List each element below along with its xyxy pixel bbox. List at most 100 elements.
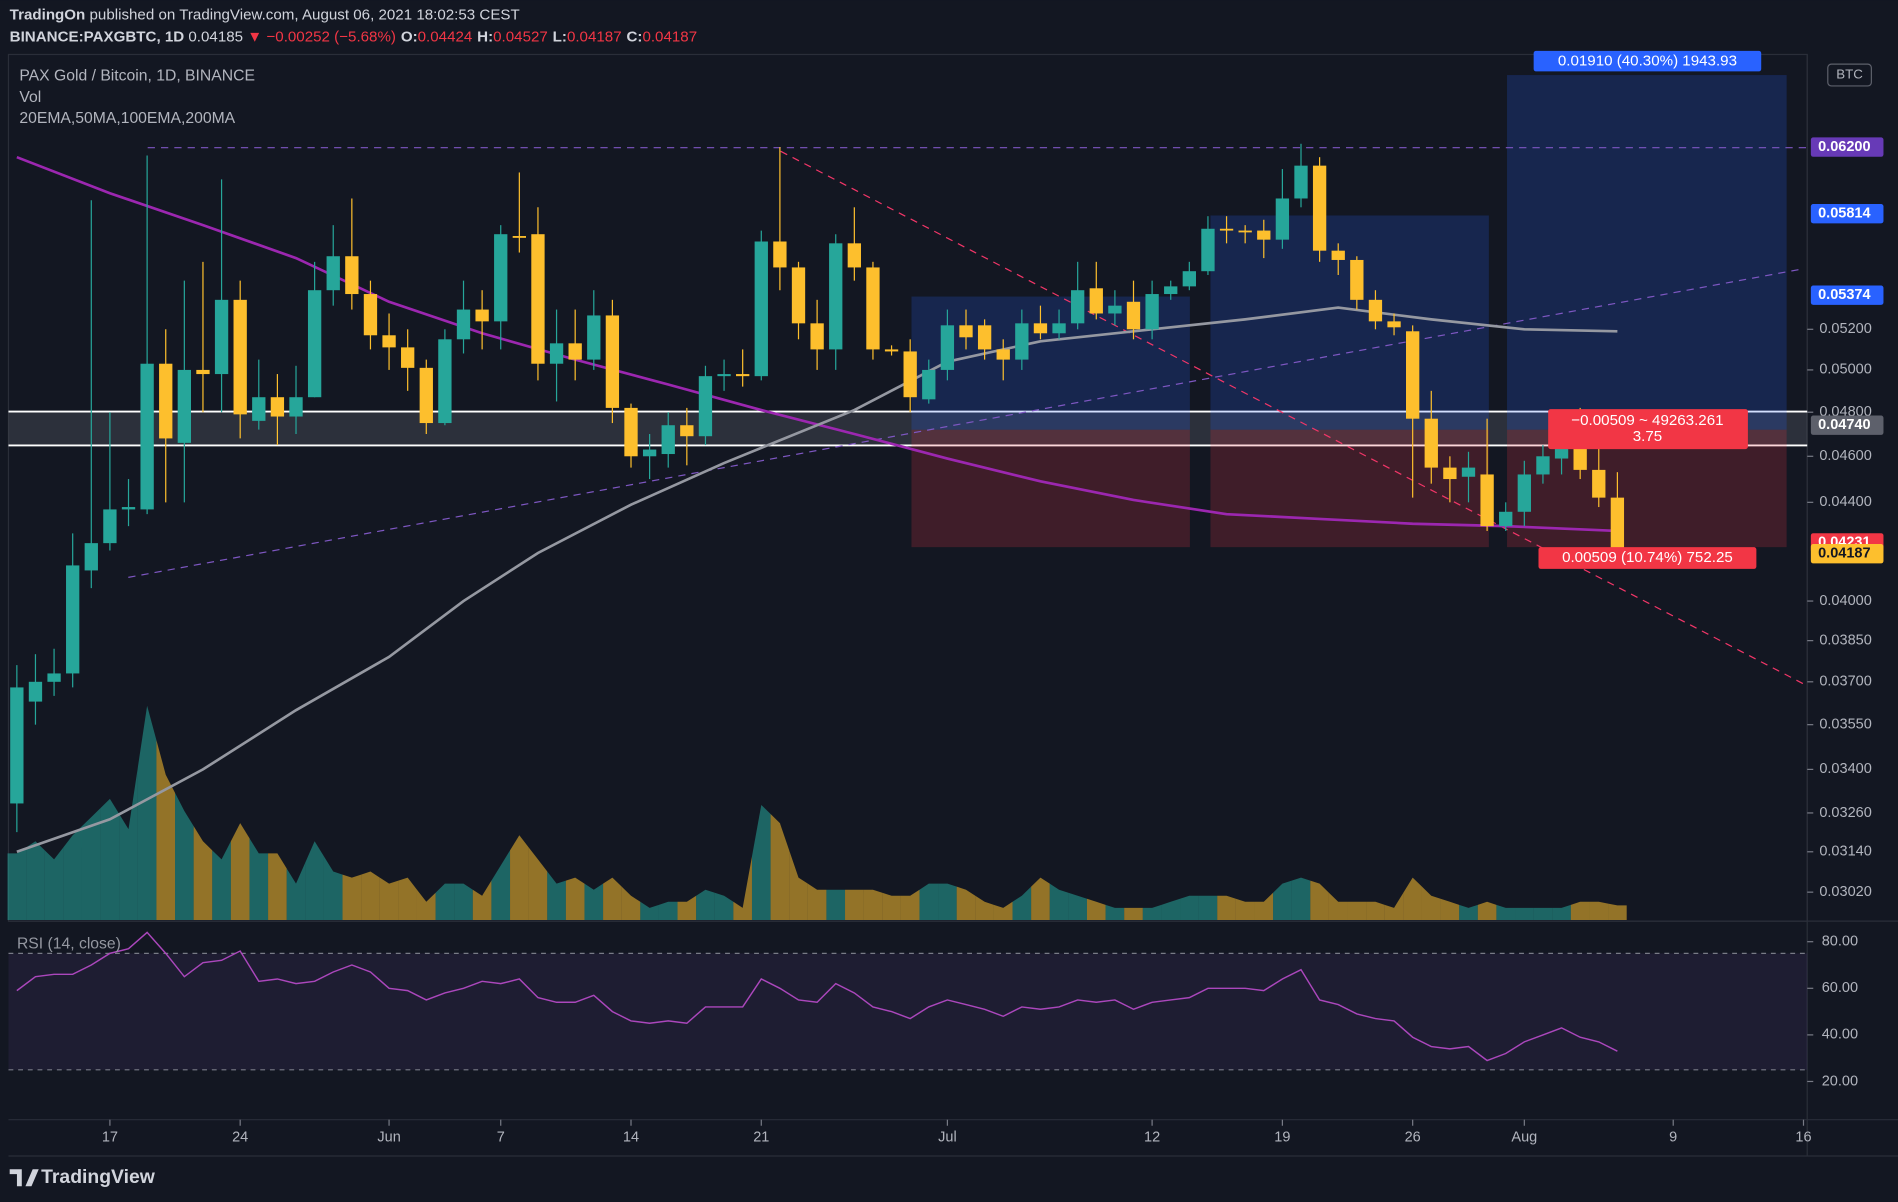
long-position-profit (1507, 75, 1787, 430)
candle-body (1015, 323, 1029, 360)
annotations: 0.01910 (40.30%) 1943.93 −0.00509 ~ 4926… (1533, 50, 1762, 569)
x-tick-label: Aug (1511, 1130, 1537, 1146)
candle-body (382, 335, 396, 348)
x-tick-label: 7 (497, 1130, 505, 1146)
candle-body (642, 449, 657, 457)
annotation: 0.00509 (10.74%) 752.25 (1562, 549, 1733, 566)
candle-body (680, 425, 694, 437)
ohlc-value: 0.04187 (642, 29, 697, 46)
volume-area (7, 847, 27, 920)
candle-body (270, 397, 285, 417)
y-tick-label: 0.03020 (1819, 884, 1871, 900)
volume-area (565, 877, 585, 920)
volume-area (677, 895, 697, 920)
volume-area (1105, 904, 1125, 920)
change: ▼ −0.00252 (−5.68%) (247, 29, 396, 46)
volume-area (1347, 901, 1367, 920)
y-tick-label: 0.05200 (1819, 321, 1871, 337)
x-tick-label: 14 (623, 1130, 639, 1146)
candle-body (1238, 230, 1252, 233)
candle-body (419, 367, 433, 424)
candle-body (47, 673, 61, 682)
trend-line (128, 268, 1804, 578)
volume-area (416, 889, 436, 920)
candle-body (1350, 259, 1364, 300)
volume-area (1086, 898, 1106, 920)
volume-area (268, 853, 287, 920)
volume-area (584, 883, 604, 920)
candle-body (568, 343, 582, 360)
long-position-loss (911, 429, 1190, 548)
legend-vol: Vol (19, 89, 41, 106)
volume-area (1161, 898, 1181, 920)
price-tag (1810, 285, 1884, 305)
candle-body (289, 397, 303, 417)
annotation: −0.00509 ~ 49263.261 (1571, 412, 1723, 429)
volume-area (1421, 886, 1441, 920)
candle-body (326, 256, 340, 291)
x-tick-label: 26 (1405, 1130, 1421, 1146)
volume-area (1459, 904, 1478, 920)
candle-body (977, 325, 992, 350)
rsi-band (8, 953, 1808, 1070)
candle-body (549, 343, 564, 364)
candle-body (829, 243, 843, 350)
candle-body (959, 325, 973, 338)
price-tag-label: 0.04187 (1818, 546, 1870, 562)
volume-area (491, 850, 511, 920)
label-box (1548, 409, 1748, 450)
volume-area (435, 883, 455, 920)
candle-body (1257, 230, 1271, 240)
price-tag-label: 0.05374 (1818, 287, 1870, 303)
annotation: 0.01910 (40.30%) 1943.93 (1558, 53, 1737, 70)
volume-area (1142, 904, 1162, 920)
volume-area (1570, 901, 1590, 920)
candle-body (1443, 467, 1457, 480)
ohlc-key: L: (553, 29, 567, 46)
volume-area (156, 740, 176, 920)
quote-line: BINANCE:PAXGBTC, 1D 0.04185 ▼ −0.00252 (… (10, 29, 697, 46)
y-tick-label: 0.03260 (1819, 805, 1871, 821)
volume-area (1552, 904, 1571, 920)
candle-body (847, 243, 861, 268)
volume-area (938, 883, 957, 920)
candle-body (345, 256, 359, 295)
candle-body (884, 349, 899, 352)
candle-body (1406, 331, 1420, 419)
candle-body (233, 299, 247, 415)
volume-area (1012, 886, 1032, 920)
candle-body (866, 267, 880, 350)
volume-area (1496, 904, 1516, 920)
candle-body (103, 509, 117, 544)
x-tick-label: 9 (1669, 1130, 1677, 1146)
volume-area (770, 814, 790, 920)
price-pane (7, 53, 1808, 922)
y-tick-label: 0.03550 (1819, 716, 1871, 732)
candle-body (940, 325, 955, 370)
volume-area (44, 847, 64, 920)
publisher: TradingOn (10, 7, 86, 24)
candle-body (754, 241, 768, 377)
x-tick-label: 24 (232, 1130, 248, 1146)
candle-body (791, 267, 806, 324)
price-tag (1810, 544, 1884, 564)
x-tick-label: 21 (753, 1130, 769, 1146)
y-tick-label: 20.00 (1822, 1073, 1858, 1089)
volume-area (1384, 892, 1404, 920)
candle-body (28, 681, 43, 702)
brand: TradingView (41, 1166, 156, 1188)
volume-area (621, 886, 641, 920)
candle-body (1145, 294, 1159, 330)
volume-area (286, 862, 306, 920)
candle-body (121, 507, 136, 510)
x-tick-label: 12 (1144, 1130, 1160, 1146)
candle-body (1592, 469, 1606, 498)
volume-area (342, 874, 362, 920)
volume-area (1068, 892, 1087, 920)
price-tag-label: 0.04740 (1818, 417, 1870, 433)
volume-area (1217, 895, 1236, 920)
logo-icon (9, 1169, 39, 1187)
y-tick-label: 0.04600 (1819, 448, 1871, 464)
volume-area (305, 841, 324, 920)
y-tick-label: 0.04400 (1819, 494, 1871, 510)
